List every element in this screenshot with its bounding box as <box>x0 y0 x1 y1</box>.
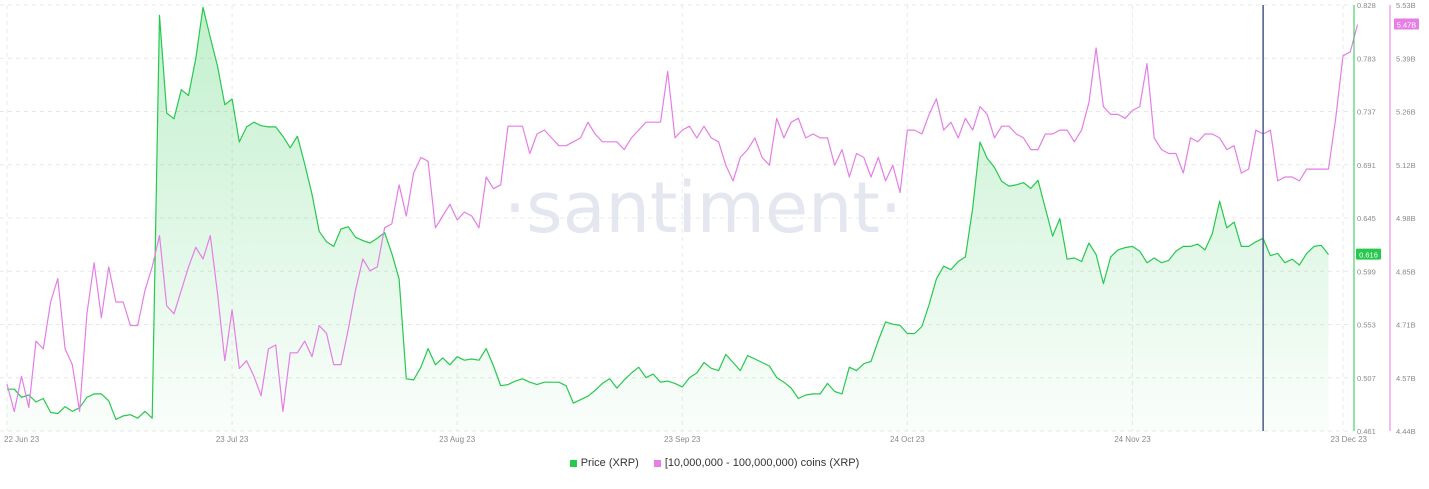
holders-current-label: 5.47B <box>1397 21 1417 30</box>
price-tick-label: 0.737 <box>1357 108 1376 117</box>
axes: 22 Jun 23 23 Jul 23 23 Aug 23 23 Sep 23 24 O… <box>4 1 1419 444</box>
x-tick-label: 23 Jul 23 <box>216 435 249 444</box>
price-tick-label: 0.828 <box>1357 1 1376 10</box>
holders-line <box>6 24 1359 413</box>
x-tick-label: 23 Sep 23 <box>664 435 701 444</box>
x-tick-label: 24 Nov 23 <box>1114 435 1151 444</box>
legend: Price (XRP) [10,000,000 - 100,000,000) c… <box>0 457 1429 470</box>
legend-item-price[interactable]: Price (XRP) <box>569 457 639 469</box>
holders-tick-label: 4.44B <box>1396 427 1416 436</box>
price-tick-label: 0.599 <box>1357 267 1376 276</box>
price-tick-label: 0.783 <box>1357 54 1376 63</box>
x-tick-label: 22 Jun 23 <box>4 435 40 444</box>
price-current-label: 0.616 <box>1359 251 1378 260</box>
holders-tick-label: 4.98B <box>1396 214 1416 223</box>
holders-tick-label: 4.85B <box>1396 267 1416 276</box>
series-layer <box>6 5 1359 432</box>
price-tick-label: 0.507 <box>1357 374 1376 383</box>
holders-tick-label: 4.57B <box>1396 374 1416 383</box>
legend-swatch-price <box>569 459 577 467</box>
price-tick-label: 0.553 <box>1357 321 1376 330</box>
legend-swatch-holders <box>653 459 661 467</box>
holders-tick-label: 5.26B <box>1396 108 1416 117</box>
price-tick-label: 0.645 <box>1357 214 1376 223</box>
x-tick-label: 23 Aug 23 <box>439 435 476 444</box>
price-tick-label: 0.691 <box>1357 161 1376 170</box>
price-tick-label: 0.461 <box>1357 427 1376 436</box>
holders-tick-label: 5.53B <box>1396 1 1416 10</box>
holders-tick-label: 5.12B <box>1396 161 1416 170</box>
x-tick-label: 23 Dec 23 <box>1331 435 1368 444</box>
legend-item-holders[interactable]: [10,000,000 - 100,000,000) coins (XRP) <box>653 457 860 469</box>
holders-tick-label: 4.71B <box>1396 321 1416 330</box>
price-area <box>7 7 1329 432</box>
holders-current-badge <box>1394 18 1419 30</box>
santiment-watermark: ·santiment· <box>504 167 902 249</box>
legend-label-price: Price (XRP) <box>580 457 639 469</box>
legend-label-holders: [10,000,000 - 100,000,000) coins (XRP) <box>664 457 860 469</box>
price-line <box>7 6 1329 420</box>
price-current-badge <box>1356 248 1381 260</box>
holders-tick-label: 5.39B <box>1396 54 1416 63</box>
x-tick-label: 24 Oct 23 <box>890 435 925 444</box>
